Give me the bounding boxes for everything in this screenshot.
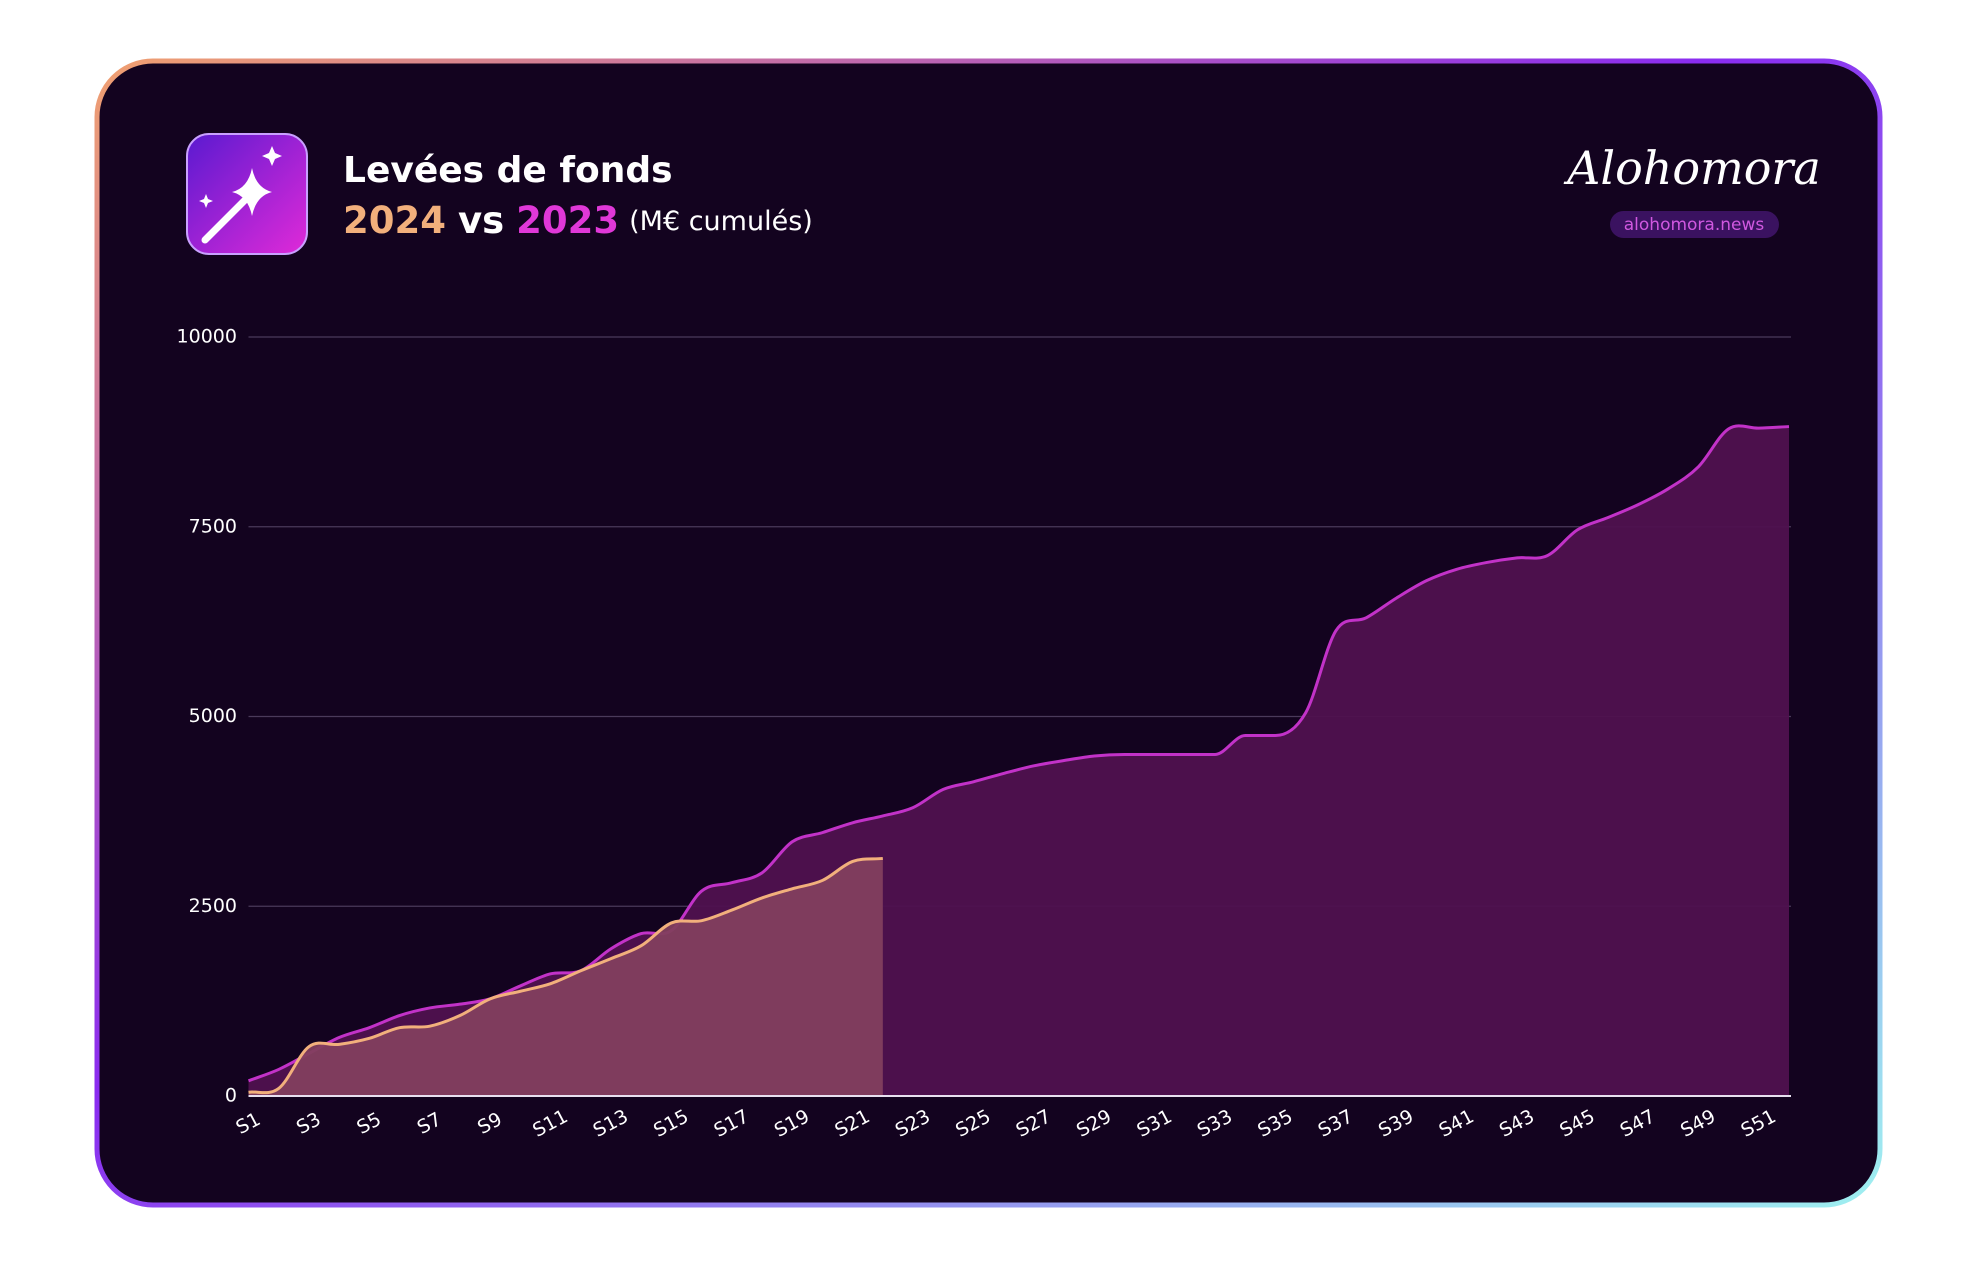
brand-url: alohomora.news	[1624, 215, 1765, 235]
y-tick-label: 7500	[189, 515, 237, 537]
plot	[247, 424, 1790, 1096]
brand-pill	[1610, 211, 1779, 238]
subtitle-unit: (M€ cumulés)	[629, 206, 813, 237]
brand-logo: Alohomora	[1563, 141, 1821, 195]
line	[247, 424, 1790, 1083]
app-icon	[186, 133, 308, 255]
subtitle-year-2023: 2023	[516, 199, 619, 242]
y-tick-label: 5000	[189, 705, 237, 727]
subtitle-year-2024: 2024	[343, 199, 446, 242]
line	[248, 856, 883, 1095]
y-tick-label: 0	[225, 1085, 237, 1107]
chart-title: Levées de fonds	[343, 150, 673, 191]
subtitle: 2024 vs 2023 (M€ cumulés)	[343, 199, 813, 242]
subtitle-connector: vs	[458, 199, 504, 242]
y-tick-label: 2500	[189, 895, 237, 917]
area	[248, 858, 883, 1096]
area	[248, 425, 1789, 1096]
y-tick-label: 10000	[177, 326, 237, 348]
